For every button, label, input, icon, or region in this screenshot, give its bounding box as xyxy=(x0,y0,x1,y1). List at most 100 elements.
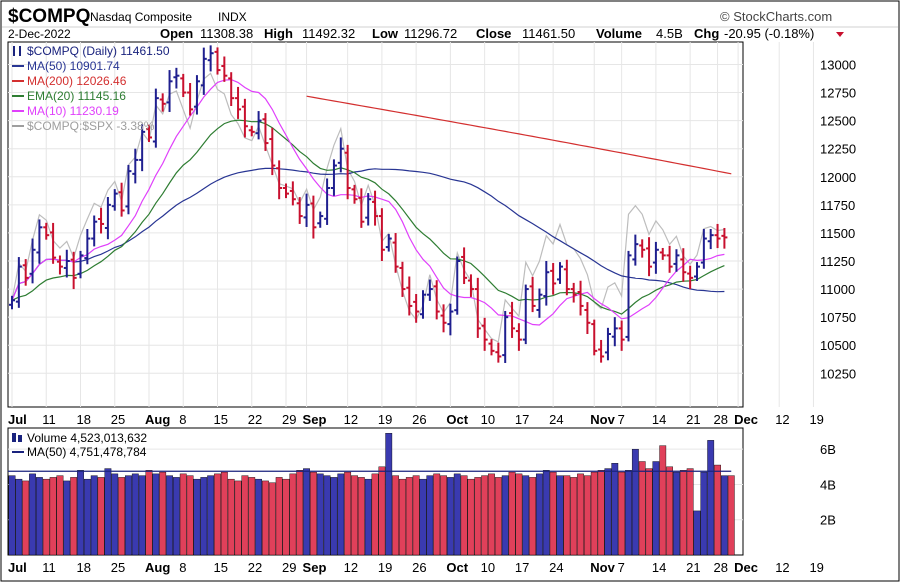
ohlc-bar xyxy=(29,238,36,284)
volume-bar xyxy=(412,475,420,556)
ohlc-bar xyxy=(420,290,426,319)
ohlc-bar xyxy=(673,249,680,272)
session-date: 2-Dec-2022 xyxy=(8,27,71,41)
ohlc-bar xyxy=(618,320,625,351)
ohlc-bar xyxy=(666,245,673,273)
ohlc-bar xyxy=(488,339,495,356)
ohlc-bar xyxy=(474,277,481,338)
x-tick-label: Nov xyxy=(590,560,615,575)
x-tick-label: 11 xyxy=(42,412,56,427)
ohlc-bar xyxy=(214,47,221,75)
ohlc-bar xyxy=(550,263,557,295)
volume-legend-entry: Volume 4,523,013,632 xyxy=(12,431,147,445)
ohlc-bar xyxy=(56,255,63,275)
volume-bar xyxy=(501,475,509,556)
volume-bar xyxy=(337,473,345,556)
ohlc-bar xyxy=(557,262,563,284)
ohlc-bar xyxy=(461,247,468,285)
price-tick-label: 12000 xyxy=(820,170,856,185)
ohlc-bar xyxy=(166,70,173,112)
x-tick-label: 15 xyxy=(214,412,228,427)
volume-bar xyxy=(419,478,427,556)
price-tick-label: 10500 xyxy=(820,338,856,353)
ratio-line xyxy=(11,72,725,343)
volume-bar xyxy=(693,510,701,556)
legend-label: EMA(20) 11145.16 xyxy=(27,89,126,103)
ema20-line xyxy=(11,119,725,315)
x-tick-label: 19 xyxy=(378,412,392,427)
ohlc-bar xyxy=(632,234,639,266)
ohlc-bar xyxy=(146,124,152,142)
ohlc-bar xyxy=(625,250,632,342)
ohlc-bar xyxy=(522,284,529,345)
ohlc-bar xyxy=(563,259,570,296)
volume-bar xyxy=(364,478,372,556)
x-tick-label: 18 xyxy=(77,412,91,427)
volume-bar xyxy=(707,440,715,556)
stockcharts-credit: © StockCharts.com xyxy=(720,9,832,24)
ohlc-bar xyxy=(611,317,618,347)
volume-bar xyxy=(186,475,194,556)
x-tick-label: 15 xyxy=(214,560,228,575)
volume-bar xyxy=(49,477,57,556)
volume-bars xyxy=(8,433,735,556)
ohlc-bar xyxy=(707,228,714,250)
ohlc-bar xyxy=(399,261,406,297)
volume-bar xyxy=(522,475,530,556)
x-tick-label: 28 xyxy=(714,412,728,427)
ohlc-bar xyxy=(269,127,276,176)
ohlc-bar xyxy=(604,327,611,361)
volume-bar xyxy=(536,473,543,556)
ma200-path xyxy=(306,95,732,175)
volume-bar xyxy=(474,477,482,556)
ohlc-bar xyxy=(378,208,385,261)
price-tick-label: 10250 xyxy=(820,366,856,381)
volume-bar xyxy=(447,477,454,556)
volume-bar xyxy=(36,477,43,556)
x-tick-label: 28 xyxy=(714,560,728,575)
ohlc-bar xyxy=(584,302,591,334)
ohlc-bar xyxy=(283,183,289,199)
ohlc-bar xyxy=(687,265,694,290)
legend-entry: $COMPQ:$SPX -3.38% xyxy=(12,119,155,133)
volume-bar xyxy=(56,475,64,556)
volume-bar xyxy=(227,478,235,556)
close-label: Close xyxy=(476,26,511,41)
ohlc-bar xyxy=(714,223,721,249)
volume-bar xyxy=(268,482,276,556)
ohlc-bar xyxy=(433,280,440,320)
legend-entry: MA(10) 11230.19 xyxy=(12,104,119,118)
x-tick-label: Aug xyxy=(145,412,170,427)
x-tick-label: Nov xyxy=(590,412,615,427)
ohlc-bar xyxy=(132,148,139,184)
ohlc-bar xyxy=(173,67,180,89)
price-panel-frame xyxy=(7,41,744,408)
volume-bar xyxy=(111,473,119,556)
x-tick-label: 29 xyxy=(282,560,296,575)
x-tick-label: 18 xyxy=(77,560,91,575)
volume-bar xyxy=(262,480,269,556)
x-tick-label: 12 xyxy=(775,560,789,575)
volume-y-axis: 2B 4B 6B xyxy=(820,442,836,528)
volume-bar xyxy=(8,475,16,556)
volume-bar xyxy=(371,473,379,556)
ohlc-bar xyxy=(646,237,653,277)
volume-bar xyxy=(597,470,605,556)
ohlc-bar xyxy=(262,113,269,151)
ohlc-bar xyxy=(591,319,598,356)
ohlc-bar xyxy=(447,303,454,336)
x-tick-label: 10 xyxy=(481,560,495,575)
volume-bar xyxy=(686,468,694,556)
volume-bar xyxy=(193,478,201,556)
ohlc-bar xyxy=(392,233,399,273)
ohlc-bar xyxy=(235,86,242,119)
legend-entry: EMA(20) 11145.16 xyxy=(12,89,126,103)
ohlc-bar xyxy=(694,262,700,281)
volume-bar xyxy=(590,471,598,556)
ohlc-bar xyxy=(502,310,509,363)
x-tick-label: 17 xyxy=(515,560,529,575)
ohlc-bar xyxy=(15,257,22,308)
volume-bar xyxy=(330,477,338,556)
volume-bar xyxy=(721,475,728,556)
